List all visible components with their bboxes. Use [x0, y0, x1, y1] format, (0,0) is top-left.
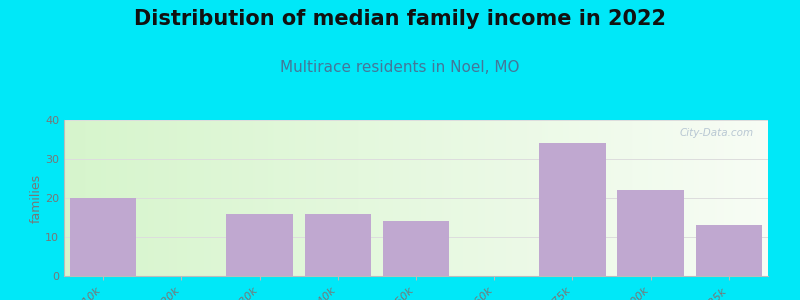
- Bar: [382, 221, 450, 276]
- Text: Distribution of median family income in 2022: Distribution of median family income in …: [134, 9, 666, 29]
- Bar: [696, 225, 762, 276]
- Bar: [539, 143, 606, 276]
- Bar: [70, 198, 136, 276]
- Text: City-Data.com: City-Data.com: [680, 128, 754, 138]
- Bar: [305, 214, 371, 276]
- Bar: [618, 190, 684, 276]
- Text: Multirace residents in Noel, MO: Multirace residents in Noel, MO: [280, 60, 520, 75]
- Y-axis label: families: families: [30, 173, 42, 223]
- Bar: [226, 214, 293, 276]
